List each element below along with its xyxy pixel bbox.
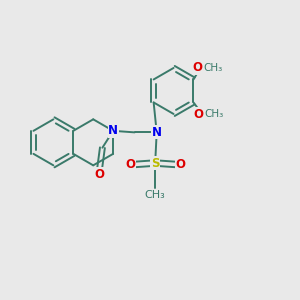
Text: O: O [175, 158, 185, 171]
Text: N: N [152, 126, 162, 139]
Text: CH₃: CH₃ [145, 190, 166, 200]
Text: N: N [108, 124, 118, 137]
Text: O: O [193, 108, 203, 121]
Text: O: O [192, 61, 202, 74]
Text: CH₃: CH₃ [203, 63, 223, 73]
Text: O: O [94, 168, 104, 181]
Text: O: O [125, 158, 135, 171]
Text: S: S [151, 157, 159, 169]
Text: CH₃: CH₃ [204, 109, 224, 119]
